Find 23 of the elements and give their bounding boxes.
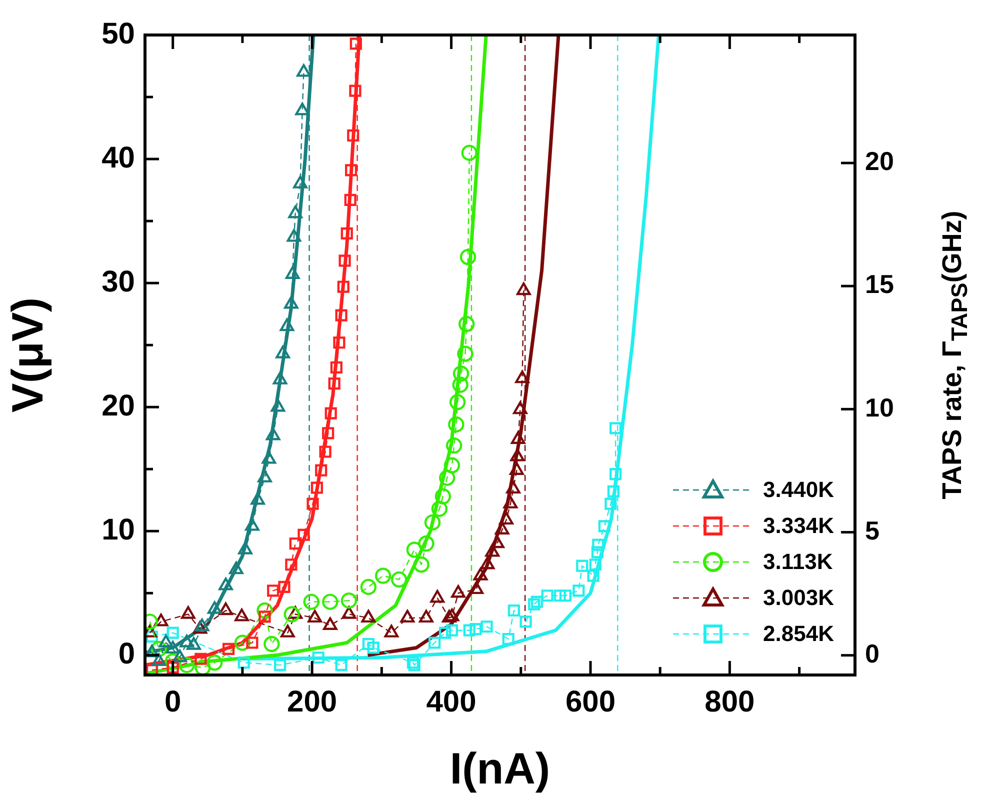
y2-tick-label: 0 [865, 638, 880, 668]
legend-label: 3.003K [763, 585, 834, 611]
y2-tick-label: 5 [865, 515, 880, 546]
y-tick-label: 40 [102, 141, 135, 174]
y-axis-title: V(μV) [4, 298, 53, 412]
y2-tick-label: 20 [865, 146, 894, 176]
y-tick-label: 50 [102, 17, 135, 50]
x-tick-label: 600 [565, 685, 616, 718]
legend-label: 3.440K [763, 477, 834, 503]
x-tick-label: 200 [287, 685, 338, 718]
y-tick-label: 30 [102, 265, 135, 298]
x-tick-label: 800 [704, 685, 755, 718]
legend-label: 3.113K [763, 549, 833, 575]
y2-tick-label: 15 [865, 269, 894, 300]
y-tick-label: 20 [102, 389, 135, 422]
y-tick-label: 10 [102, 513, 135, 546]
x-axis-title: I(nA) [450, 744, 550, 794]
y2-tick-label: 10 [865, 392, 894, 422]
x-tick-label: 400 [426, 685, 476, 718]
y-tick-label: 0 [118, 637, 135, 670]
legend-label: 3.334K [763, 513, 834, 539]
x-tick-label: 0 [164, 685, 182, 718]
legend-label: 2.854K [763, 621, 834, 647]
